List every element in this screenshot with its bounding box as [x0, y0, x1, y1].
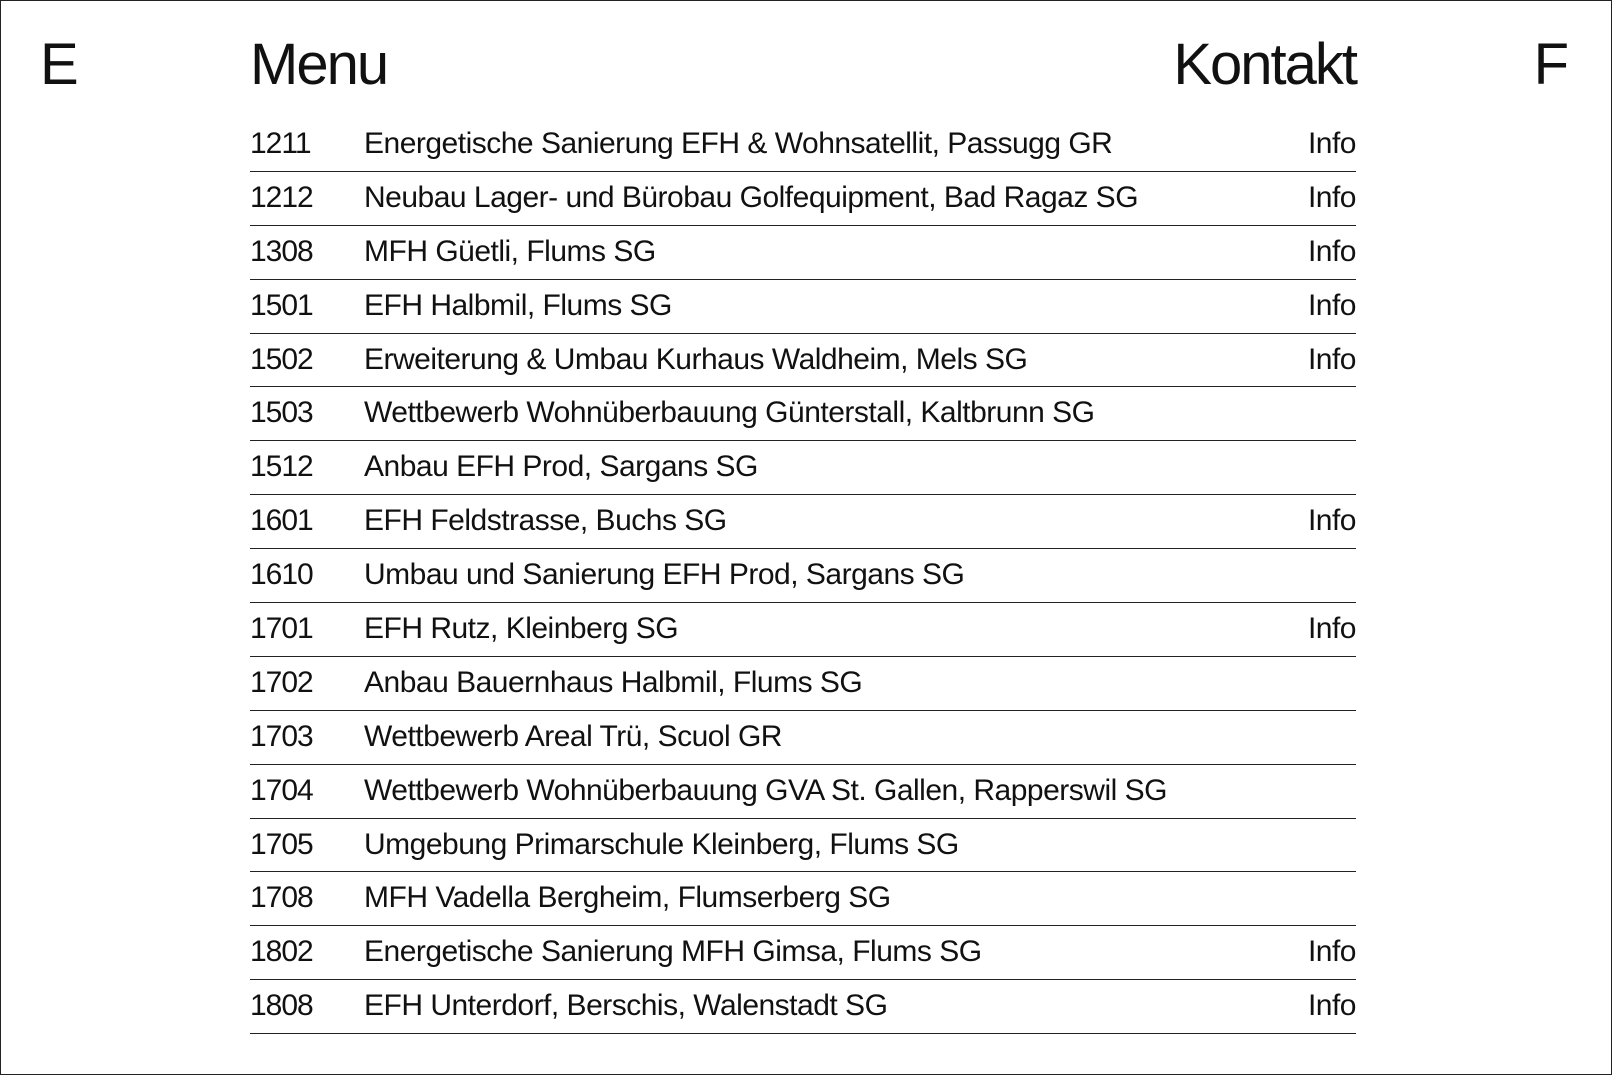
project-number: 1308 [250, 234, 314, 268]
project-info-link[interactable]: Info [1307, 234, 1357, 268]
project-number: 1212 [250, 180, 314, 214]
project-list: 1211 Energetische Sanierung EFH & Wohnsat… [250, 118, 1357, 1035]
project-number: 1701 [250, 612, 314, 646]
project-title[interactable]: Anbau Bauernhaus Halbmil, Flums SG [364, 665, 863, 699]
project-title[interactable]: EFH Rutz, Kleinberg SG [364, 612, 679, 646]
project-info-link[interactable]: Info [1307, 288, 1357, 322]
project-number: 1704 [250, 773, 314, 807]
project-number: 1503 [250, 396, 314, 430]
project-info-link[interactable]: Info [1307, 935, 1357, 969]
project-number: 1808 [250, 989, 314, 1023]
project-title[interactable]: EFH Unterdorf, Berschis, Walenstadt SG [364, 989, 888, 1023]
project-row[interactable]: 1702 Anbau Bauernhaus Halbmil, Flums SG [250, 657, 1356, 711]
project-number: 1708 [250, 881, 314, 915]
project-number: 1702 [250, 665, 314, 699]
project-title[interactable]: EFH Halbmil, Flums SG [364, 288, 672, 322]
project-row[interactable]: 1704 Wettbewerb Wohnüberbauung GVA St. Ga… [250, 765, 1356, 819]
project-info-link[interactable]: Info [1307, 504, 1357, 538]
project-row[interactable]: 1708 MFH Vadella Bergheim, Flumserberg SG [250, 872, 1356, 927]
project-title[interactable]: Anbau EFH Prod, Sargans SG [364, 450, 758, 484]
project-row[interactable]: 1501 EFH Halbmil, Flums SG Info [250, 280, 1357, 334]
project-title[interactable]: Energetische Sanierung EFH & Wohnsatelli… [364, 127, 1113, 160]
contact-link[interactable]: Kontakt [1173, 32, 1358, 97]
project-row[interactable]: 1808 EFH Unterdorf, Berschis, Walenstadt … [250, 980, 1357, 1035]
project-title[interactable]: Wettbewerb Wohnüberbauung GVA St. Gallen… [364, 773, 1167, 807]
project-row[interactable]: 1610 Umbau und Sanierung EFH Prod, Sargan… [250, 549, 1356, 604]
project-number: 1802 [250, 935, 314, 969]
project-row[interactable]: 1211 Energetische Sanierung EFH & Wohnsat… [250, 118, 1357, 172]
project-number: 1512 [250, 450, 314, 484]
project-number: 1601 [250, 504, 314, 538]
project-info-link[interactable]: Info [1307, 612, 1357, 646]
nav-next-letter[interactable]: F [1533, 32, 1569, 97]
project-row[interactable]: 1212 Neubau Lager- und Bürobau Golfequipm… [250, 172, 1357, 226]
project-number: 1502 [250, 342, 314, 376]
project-row[interactable]: 1802 Energetische Sanierung MFH Gimsa, Fl… [250, 926, 1357, 981]
project-info-link[interactable]: Info [1307, 342, 1357, 376]
project-title[interactable]: MFH Vadella Bergheim, Flumserberg SG [364, 881, 891, 915]
project-number: 1703 [250, 719, 314, 753]
project-row[interactable]: 1308 MFH Güetli, Flums SG Info [250, 226, 1357, 280]
project-title[interactable]: MFH Güetli, Flums SG [364, 234, 656, 268]
project-row[interactable]: 1703 Wettbewerb Areal Trü, Scuol GR [250, 711, 1356, 765]
project-row[interactable]: 1701 EFH Rutz, Kleinberg SG Info [250, 603, 1357, 657]
project-title[interactable]: Wettbewerb Areal Trü, Scuol GR [364, 719, 782, 753]
project-title[interactable]: Umgebung Primarschule Kleinberg, Flums S… [364, 827, 959, 861]
project-number: 1705 [250, 827, 314, 861]
project-title[interactable]: EFH Feldstrasse, Buchs SG [364, 504, 727, 538]
menu-link[interactable]: Menu [250, 32, 389, 97]
project-row[interactable]: 1705 Umgebung Primarschule Kleinberg, Flu… [250, 819, 1356, 873]
project-row[interactable]: 1601 EFH Feldstrasse, Buchs SG Info [250, 495, 1357, 550]
project-row[interactable]: 1512 Anbau EFH Prod, Sargans SG [250, 441, 1356, 496]
project-title[interactable]: Umbau und Sanierung EFH Prod, Sargans SG [364, 558, 965, 592]
project-title[interactable]: Erweiterung & Umbau Kurhaus Waldheim, Me… [364, 342, 1028, 376]
header: Menu Kontakt [250, 32, 1358, 98]
project-number: 1211 [250, 127, 312, 160]
project-title[interactable]: Wettbewerb Wohnüberbauung Günterstall, K… [364, 396, 1095, 430]
project-number: 1610 [250, 558, 314, 592]
project-number: 1501 [250, 288, 314, 322]
project-info-link[interactable]: Info [1307, 180, 1357, 214]
project-title[interactable]: Neubau Lager- und Bürobau Golfequipment,… [364, 180, 1139, 214]
project-row[interactable]: 1503 Wettbewerb Wohnüberbauung Günterstal… [250, 387, 1356, 442]
project-info-link[interactable]: Info [1307, 127, 1357, 160]
nav-previous-letter[interactable]: E [40, 32, 79, 97]
project-title[interactable]: Energetische Sanierung MFH Gimsa, Flums … [364, 935, 982, 969]
project-info-link[interactable]: Info [1307, 989, 1357, 1023]
project-row[interactable]: 1502 Erweiterung & Umbau Kurhaus Waldheim… [250, 334, 1357, 388]
